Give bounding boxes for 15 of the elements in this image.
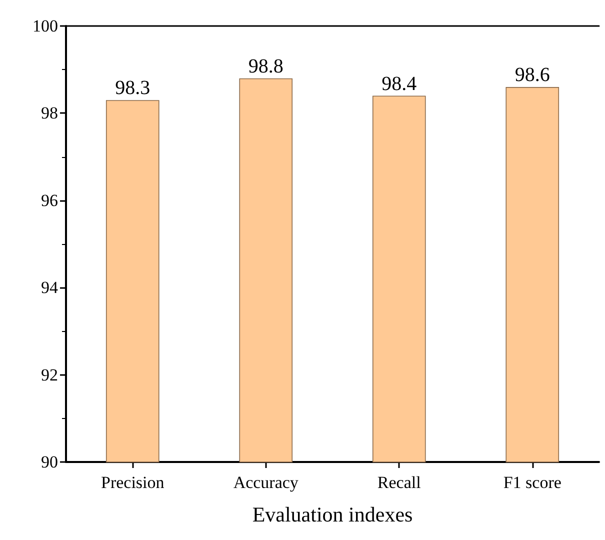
data-label: 98.3 <box>115 77 150 100</box>
x-tick-label: Recall <box>377 473 422 492</box>
data-label: 98.4 <box>382 72 417 95</box>
y-tick-label: 90 <box>41 452 58 472</box>
y-tick-label: 96 <box>41 190 58 210</box>
x-tick-label: Precision <box>100 473 165 492</box>
x-tick-label: Accuracy <box>233 473 299 492</box>
x-axis-title: Evaluation indexes <box>252 502 413 526</box>
y-tick-label: 92 <box>41 365 58 384</box>
y-tick-label: 98 <box>41 104 58 123</box>
x-tick-label: F1 score <box>503 473 562 492</box>
data-label: 98.6 <box>514 64 550 86</box>
data-label: 98.8 <box>248 55 284 78</box>
y-tick-label: 94 <box>41 278 58 298</box>
y-tick-label: 100 <box>32 16 58 36</box>
